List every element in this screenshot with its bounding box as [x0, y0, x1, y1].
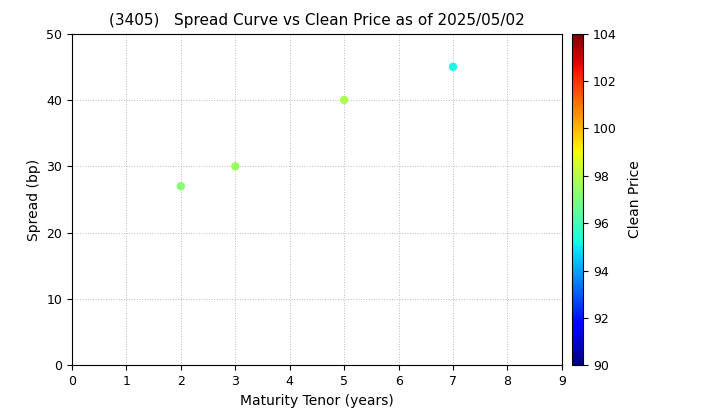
Title: (3405)   Spread Curve vs Clean Price as of 2025/05/02: (3405) Spread Curve vs Clean Price as of… [109, 13, 525, 28]
Point [230, 163, 241, 170]
Point [447, 63, 459, 70]
Y-axis label: Spread (bp): Spread (bp) [27, 158, 41, 241]
Y-axis label: Clean Price: Clean Price [628, 160, 642, 239]
X-axis label: Maturity Tenor (years): Maturity Tenor (years) [240, 394, 394, 408]
Point [175, 183, 186, 189]
Point [338, 97, 350, 103]
